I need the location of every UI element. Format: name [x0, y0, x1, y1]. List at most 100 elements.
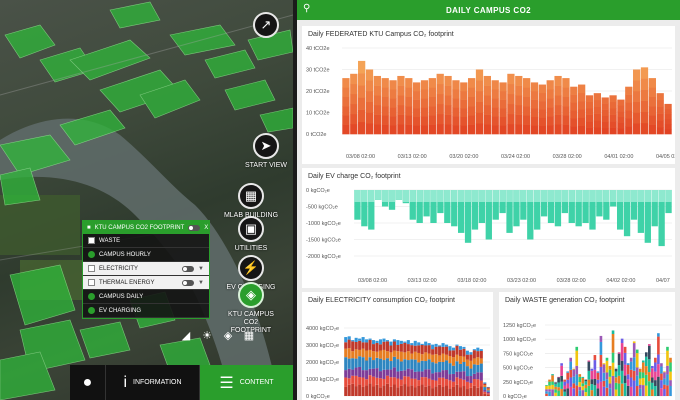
- bar[interactable]: [431, 344, 435, 396]
- bar[interactable]: [375, 340, 379, 396]
- bar[interactable]: [638, 368, 642, 396]
- bar[interactable]: [651, 365, 654, 396]
- bar[interactable]: [464, 190, 472, 243]
- bar[interactable]: [562, 78, 570, 135]
- bar[interactable]: [538, 84, 546, 135]
- bar[interactable]: [660, 363, 663, 396]
- bar[interactable]: [630, 190, 638, 220]
- bar[interactable]: [427, 343, 431, 396]
- bar[interactable]: [665, 190, 672, 214]
- bar[interactable]: [589, 190, 596, 230]
- bar[interactable]: [669, 357, 672, 396]
- bar[interactable]: [554, 75, 562, 135]
- measure-icon[interactable]: ◢: [181, 329, 191, 342]
- bar[interactable]: [554, 382, 557, 396]
- layers-toggle-icon[interactable]: ◈: [223, 329, 233, 342]
- bar[interactable]: [578, 374, 582, 396]
- bar[interactable]: [437, 190, 444, 214]
- bar[interactable]: [372, 340, 376, 396]
- bar[interactable]: [354, 337, 358, 396]
- bar[interactable]: [608, 365, 612, 396]
- bar[interactable]: [457, 190, 465, 233]
- bar[interactable]: [365, 69, 374, 135]
- bar[interactable]: [469, 352, 473, 396]
- bar[interactable]: [554, 190, 562, 227]
- layer-item[interactable]: WASTE: [83, 234, 209, 248]
- bar[interactable]: [656, 93, 664, 135]
- bar[interactable]: [444, 190, 451, 223]
- bar[interactable]: [395, 190, 403, 200]
- bar[interactable]: [472, 349, 476, 396]
- bar[interactable]: [492, 190, 499, 220]
- bar[interactable]: [602, 363, 606, 396]
- bar[interactable]: [623, 190, 631, 237]
- bar[interactable]: [546, 80, 554, 135]
- bar[interactable]: [441, 343, 445, 396]
- bar[interactable]: [557, 376, 560, 396]
- bar[interactable]: [452, 80, 460, 135]
- bar[interactable]: [572, 368, 576, 396]
- bar[interactable]: [382, 338, 386, 396]
- bar[interactable]: [570, 86, 578, 135]
- utilities-button[interactable]: ▣ UTILITIES: [221, 216, 281, 253]
- bar[interactable]: [582, 190, 589, 223]
- bar[interactable]: [485, 190, 492, 240]
- bar[interactable]: [428, 78, 436, 135]
- bar[interactable]: [368, 190, 375, 230]
- bar[interactable]: [620, 338, 624, 396]
- bar[interactable]: [397, 75, 405, 135]
- bar[interactable]: [417, 342, 421, 396]
- bar[interactable]: [451, 190, 458, 227]
- bar[interactable]: [347, 336, 351, 396]
- bar[interactable]: [666, 346, 669, 396]
- bar[interactable]: [548, 379, 551, 396]
- bar[interactable]: [389, 341, 393, 396]
- bar[interactable]: [344, 337, 348, 396]
- bar[interactable]: [448, 346, 452, 396]
- bar[interactable]: [476, 347, 480, 396]
- bar[interactable]: [575, 346, 579, 396]
- bar[interactable]: [410, 343, 414, 396]
- bar[interactable]: [641, 360, 645, 397]
- bar[interactable]: [596, 190, 603, 217]
- bar[interactable]: [385, 340, 389, 396]
- waste-footprint-chart[interactable]: 1250 kgCO₂e 1000 kgCO₂e 750 kgCO₂e 500 kgCO…: [499, 292, 675, 400]
- layer-item[interactable]: THERMAL ENERGY ▼: [83, 276, 209, 290]
- location-pin-tab[interactable]: ●: [70, 365, 106, 400]
- bar[interactable]: [599, 335, 603, 396]
- bar[interactable]: [423, 190, 430, 217]
- layer-item[interactable]: CAMPUS DAILY: [83, 290, 209, 304]
- bar[interactable]: [451, 347, 456, 396]
- bar[interactable]: [405, 78, 413, 135]
- bar[interactable]: [392, 339, 396, 396]
- bar[interactable]: [629, 357, 633, 396]
- bar[interactable]: [584, 379, 588, 396]
- bar[interactable]: [581, 376, 585, 396]
- bar[interactable]: [644, 190, 651, 243]
- bar[interactable]: [596, 371, 600, 396]
- federated-footprint-chart[interactable]: 40 tCO2e 30 tCO2e 20 tCO2e 10 tCO2e 0 tCO2e 0…: [302, 26, 675, 164]
- bar[interactable]: [403, 341, 407, 396]
- bar[interactable]: [610, 190, 617, 207]
- bar[interactable]: [351, 340, 355, 396]
- bar[interactable]: [388, 190, 396, 210]
- bar[interactable]: [540, 190, 548, 217]
- bar[interactable]: [365, 339, 369, 396]
- grid-icon[interactable]: ▦: [243, 329, 255, 342]
- bar[interactable]: [585, 95, 594, 135]
- bar[interactable]: [626, 363, 630, 396]
- bar[interactable]: [479, 349, 483, 396]
- bar[interactable]: [640, 67, 649, 135]
- bar[interactable]: [664, 103, 672, 135]
- bar[interactable]: [560, 363, 563, 396]
- bar[interactable]: [436, 73, 444, 135]
- bar[interactable]: [468, 78, 476, 135]
- bar[interactable]: [616, 190, 624, 230]
- bar[interactable]: [658, 190, 665, 247]
- bar[interactable]: [399, 340, 403, 396]
- bar[interactable]: [648, 344, 651, 396]
- bar[interactable]: [561, 190, 569, 214]
- bar[interactable]: [551, 374, 554, 396]
- bar[interactable]: [632, 341, 636, 396]
- bar[interactable]: [499, 82, 507, 135]
